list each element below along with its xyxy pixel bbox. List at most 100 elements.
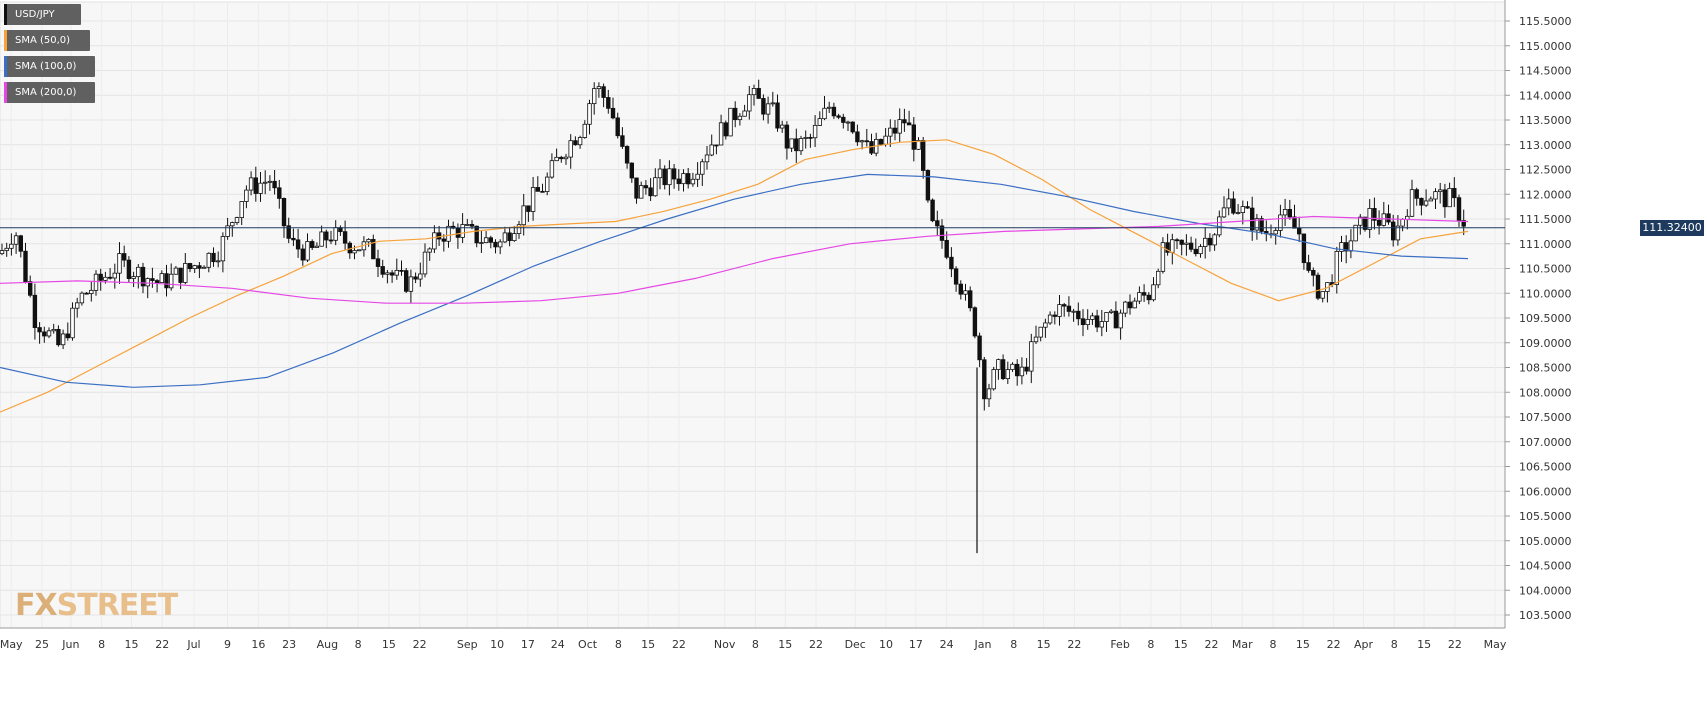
candle-body — [1203, 237, 1208, 247]
candle-body — [469, 224, 475, 227]
candle-body — [23, 250, 28, 282]
candle-body — [1212, 234, 1217, 246]
candle-body — [1405, 215, 1410, 220]
y-tick-label: 115.5000 — [1519, 15, 1572, 28]
candle-body — [1235, 212, 1241, 215]
candle-body — [888, 127, 893, 137]
legend-swatch-sma200 — [4, 82, 7, 103]
y-tick-label: 115.0000 — [1519, 40, 1572, 53]
candle-body — [512, 233, 517, 242]
x-tick-label: 8 — [98, 638, 105, 651]
candle-body — [117, 253, 122, 274]
candle-body — [554, 156, 559, 162]
candle-body — [60, 333, 66, 346]
legend-item-usdjpy[interactable]: USD/JPY — [4, 4, 81, 25]
candle-body — [150, 278, 155, 281]
legend-item-sma200[interactable]: SMA (200,0) — [4, 82, 95, 103]
candle-body — [1423, 200, 1429, 206]
candle-body — [1362, 216, 1368, 230]
candle-body — [1080, 318, 1086, 326]
candle-body — [220, 236, 226, 262]
candle-body — [850, 121, 855, 133]
candle-body — [1226, 198, 1231, 209]
x-tick-label: Jul — [186, 638, 200, 651]
candle-body — [366, 239, 371, 243]
y-tick-label: 111.5000 — [1519, 213, 1572, 226]
candle-body — [657, 168, 663, 179]
candle-body — [18, 235, 23, 252]
candle-body — [921, 140, 926, 171]
candle-body — [32, 294, 38, 328]
candle-body — [42, 331, 47, 337]
candle-body — [131, 276, 136, 279]
candle-body — [972, 307, 978, 337]
x-tick-label: 8 — [355, 638, 362, 651]
candle-body — [681, 173, 686, 185]
candle-body — [1282, 209, 1288, 216]
logo-fx: FX — [15, 588, 58, 623]
candle-body — [1127, 301, 1133, 309]
candle-body — [1376, 219, 1382, 226]
candle-body — [671, 168, 677, 180]
candle-body — [1428, 198, 1433, 202]
candle-body — [765, 103, 771, 115]
candle-body — [502, 232, 508, 243]
candle-body — [1066, 305, 1072, 312]
legend-item-sma50[interactable]: SMA (50,0) — [4, 30, 90, 51]
x-tick-label: 22 — [1067, 638, 1081, 651]
candle-body — [958, 283, 963, 295]
candle-body — [173, 267, 179, 275]
candle-body — [1043, 322, 1048, 328]
candle-body — [1156, 270, 1161, 286]
candle-body — [465, 224, 470, 226]
x-tick-label: 15 — [382, 638, 396, 651]
x-tick-label: 10 — [490, 638, 504, 651]
y-tick-label: 112.0000 — [1519, 188, 1572, 201]
candle-body — [1165, 242, 1170, 253]
candle-body — [728, 107, 733, 137]
candle-body — [140, 266, 146, 287]
legend-swatch-sma50 — [4, 30, 7, 51]
legend-swatch-usdjpy — [4, 4, 7, 25]
candle-body — [1297, 227, 1302, 235]
x-tick-label: Jan — [974, 638, 992, 651]
candle-body — [460, 224, 465, 238]
x-tick-label: 8 — [1010, 638, 1017, 651]
candle-body — [1000, 359, 1006, 380]
candle-body — [1254, 218, 1260, 231]
candle-body — [1174, 239, 1180, 242]
candle-body — [1193, 248, 1198, 255]
x-tick-label: 24 — [551, 638, 565, 651]
candle-body — [817, 118, 822, 126]
candle-body — [827, 106, 832, 109]
candle-body — [1010, 363, 1015, 370]
candle-body — [1339, 242, 1344, 252]
candle-body — [352, 250, 357, 254]
candle-body — [159, 273, 164, 284]
candle-body — [385, 272, 390, 275]
candle-body — [281, 198, 287, 227]
candle-body — [262, 181, 268, 184]
candle-body — [432, 232, 437, 250]
candle-body — [37, 327, 42, 333]
candle-body — [4, 247, 9, 251]
candle-body — [1005, 369, 1010, 380]
candle-body — [1391, 221, 1396, 241]
candle-body — [286, 225, 291, 239]
candle-body — [103, 276, 108, 281]
legend-item-sma100[interactable]: SMA (100,0) — [4, 56, 95, 77]
candle-body — [864, 140, 869, 143]
candle-body — [356, 249, 362, 252]
y-tick-label: 107.0000 — [1519, 436, 1572, 449]
candle-body — [549, 160, 555, 178]
candle-body — [733, 107, 738, 121]
candle-body — [775, 102, 780, 129]
x-tick-label: 9 — [224, 638, 231, 651]
candle-body — [272, 180, 277, 189]
candle-body — [714, 144, 719, 147]
y-tick-label: 113.5000 — [1519, 114, 1572, 127]
candle-body — [662, 168, 667, 186]
y-tick-label: 112.5000 — [1519, 164, 1572, 177]
x-tick-label: 15 — [1296, 638, 1310, 651]
y-tick-label: 104.0000 — [1519, 584, 1572, 597]
